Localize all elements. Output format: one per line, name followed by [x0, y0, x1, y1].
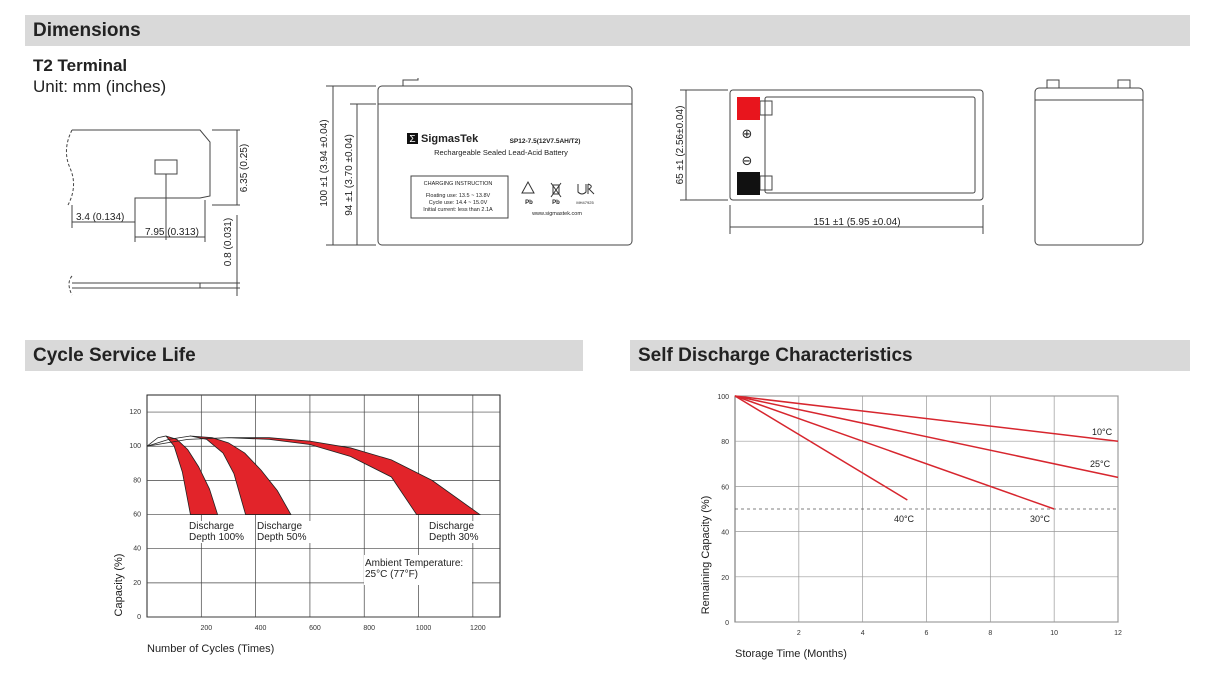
x-tick-label: 4 [861, 630, 865, 637]
front-view [326, 78, 633, 246]
dimension: 7.95 (0.313) [145, 227, 199, 238]
series-label: 25°C [1090, 459, 1111, 469]
dimension: 0.8 (0.031) [223, 218, 234, 266]
band [146, 435, 219, 515]
charging-title: CHARGING INSTRUCTION [424, 181, 493, 187]
y-tick-label: 20 [133, 580, 141, 587]
section-title: Self Discharge Characteristics [638, 345, 913, 366]
mark: Pb [552, 200, 560, 206]
y-tick-label: 80 [133, 477, 141, 484]
polarity: ⊖ [742, 154, 753, 169]
y-tick-label: 40 [721, 530, 729, 537]
top-view [680, 89, 984, 234]
description: Rechargeable Sealed Lead-Acid Battery [434, 148, 568, 157]
y-tick-label: 0 [725, 620, 729, 627]
line [734, 395, 1055, 510]
charging-line: Cycle use: 14.4 ~ 15.0V [429, 200, 488, 206]
unit: Unit: mm (inches) [33, 77, 166, 96]
side-view [1034, 79, 1144, 246]
dimension: 6.35 (0.25) [239, 144, 250, 192]
y-tick-label: 100 [129, 443, 141, 450]
logo-box [407, 133, 418, 144]
series-label: Discharge Depth 100% [189, 521, 247, 543]
dimension: 151 ±1 (5.95 ±0.04) [813, 217, 900, 228]
x-tick-label: 400 [255, 625, 267, 632]
terminal-drawing [66, 129, 240, 296]
y-tick-label: 60 [721, 484, 729, 491]
y-tick-label: 0 [137, 614, 141, 621]
brand: SigmasTek [421, 133, 479, 145]
y-tick-label: 20 [721, 575, 729, 582]
line [734, 395, 1119, 479]
line [734, 395, 908, 501]
x-axis-label: Storage Time (Months) [735, 648, 847, 660]
x-tick-label: 1000 [416, 625, 432, 632]
website: www.sigmastek.com [531, 211, 582, 217]
logo: Σ [409, 134, 415, 145]
y-tick-label: 100 [717, 394, 729, 401]
header-bar [630, 340, 1190, 371]
x-tick-label: 800 [363, 625, 375, 632]
section-title: Cycle Service Life [33, 345, 196, 366]
x-tick-label: 10 [1050, 630, 1058, 637]
x-tick-label: 8 [988, 630, 992, 637]
x-tick-label: 1200 [470, 625, 486, 632]
annotation-box [364, 555, 472, 585]
y-tick-label: 40 [133, 546, 141, 553]
section-title: Dimensions [33, 20, 141, 41]
charging-line: Floating use: 13.5 ~ 13.8V [426, 193, 491, 199]
y-tick-label: 120 [129, 409, 141, 416]
header-bar [25, 15, 1190, 46]
annotation: 25°C (77°F) [365, 569, 418, 580]
dimension: 94 ±1 (3.70 ±0.04) [344, 134, 355, 216]
model: SP12-7.5(12V7.5AH/T2) [510, 138, 581, 145]
icons [521, 180, 595, 198]
series-label: Discharge Depth 30% [429, 521, 487, 543]
mark: Pb [525, 200, 533, 206]
negative-terminal [737, 172, 760, 195]
band [146, 437, 482, 515]
dimension: 3.4 (0.134) [76, 212, 124, 223]
x-axis-label: Number of Cycles (Times) [147, 643, 274, 655]
band [146, 435, 292, 515]
series-label: 30°C [1030, 514, 1051, 524]
y-axis-label: Remaining Capacity (%) [700, 496, 712, 615]
dimension: 100 ±1 (3.94 ±0.04) [319, 119, 330, 206]
series-label: 10°C [1092, 427, 1113, 437]
series-label: Discharge Depth 50% [257, 521, 315, 543]
x-tick-label: 12 [1114, 630, 1122, 637]
terminal-title: T2 Terminal [33, 56, 127, 75]
annotation: Ambient Temperature: [365, 558, 463, 569]
header-bar [25, 340, 583, 371]
y-axis-label: Capacity (%) [113, 554, 125, 617]
y-tick-label: 80 [721, 439, 729, 446]
line [734, 395, 1119, 442]
polarity: ⊕ [742, 127, 753, 142]
charging-line: Initial current: less than 2.1A [423, 207, 493, 213]
y-tick-label: 60 [133, 512, 141, 519]
x-tick-label: 6 [925, 630, 929, 637]
dimension: 65 ±1 (2.56±0.04) [675, 106, 686, 185]
series-label: 40°C [894, 514, 915, 524]
mark: MH47925 [576, 200, 594, 205]
x-tick-label: 200 [200, 625, 212, 632]
x-tick-label: 2 [797, 630, 801, 637]
x-tick-label: 600 [309, 625, 321, 632]
positive-terminal [737, 97, 760, 120]
